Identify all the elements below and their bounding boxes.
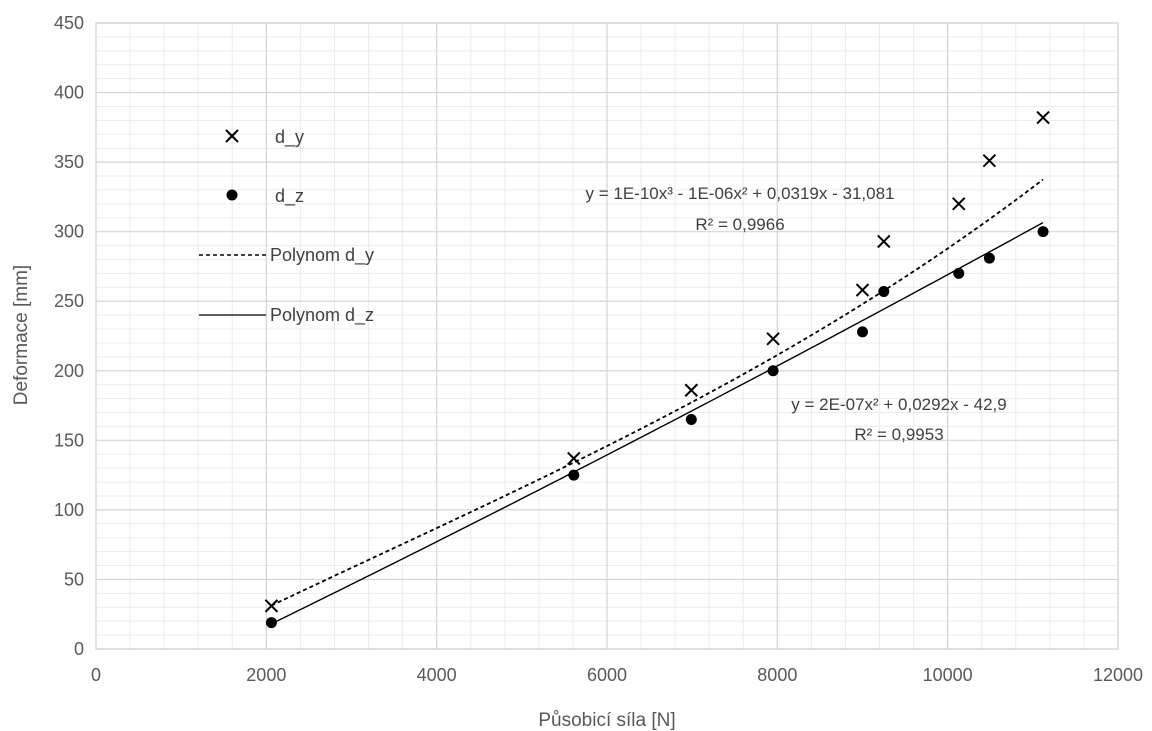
data-point-d-y (766, 332, 780, 346)
y-tick-label: 0 (74, 639, 84, 659)
y-tick-label: 250 (54, 291, 84, 311)
trendline-polynom-d-z (271, 221, 1044, 625)
plot-area (95, 22, 1119, 650)
data-point-d-y (264, 599, 279, 613)
data-point-d-z (953, 267, 965, 279)
data-point-d-y (877, 234, 891, 249)
y-tick-label: 150 (54, 430, 84, 450)
trendline-polynom-d-y (271, 178, 1044, 607)
y-tick-label: 450 (54, 13, 84, 33)
data-point-d-z (857, 326, 868, 338)
data-point-d-z (767, 365, 779, 377)
x-axis-ticks: 0 2000 4000 6000 8000 10000 12000 (91, 665, 1143, 685)
legend-marker-d-z (226, 189, 238, 201)
x-tick-label: 10000 (923, 665, 973, 685)
x-tick-label: 12000 (1093, 665, 1143, 685)
y-tick-label: 300 (54, 222, 84, 242)
x-tick-label: 4000 (417, 665, 457, 685)
trendline-r2-d-z: R² = 0,9953 (854, 425, 943, 444)
x-axis-title: Působicí síla [N] (538, 710, 675, 731)
y-tick-label: 400 (54, 83, 84, 103)
data-point-d-z (983, 252, 995, 264)
legend: d_y d_z Polynom d_y Polynom d_z (199, 127, 374, 326)
trendline-equation-d-y: y = 1E-10x³ - 1E-06x² + 0,0319x - 31,081 (585, 184, 894, 203)
data-point-d-z (568, 469, 580, 481)
legend-label-d-y: d_y (275, 127, 304, 148)
data-point-d-y (982, 154, 997, 168)
y-tick-label: 100 (54, 500, 84, 520)
legend-marker-d-y (225, 129, 239, 143)
trendline-r2-d-y: R² = 0,9966 (695, 215, 784, 234)
trendlines (271, 178, 1044, 625)
data-point-d-y (855, 283, 870, 297)
plot-border (95, 22, 1119, 650)
y-axis-ticks: 0 50 100 150 200 250 300 350 400 450 (54, 13, 84, 659)
legend-label-polynom-d-z: Polynom d_z (270, 305, 374, 326)
data-point-d-z (265, 617, 277, 629)
data-point-d-y (684, 383, 699, 397)
data-point-d-y (1036, 110, 1050, 125)
y-axis-title: Deformace [mm] (11, 265, 32, 405)
data-point-d-y (952, 197, 966, 211)
y-tick-label: 350 (54, 152, 84, 172)
y-tick-label: 200 (54, 361, 84, 381)
data-points (264, 110, 1050, 629)
data-point-d-y (567, 451, 581, 466)
legend-label-d-z: d_z (275, 186, 304, 207)
y-tick-label: 50 (64, 569, 84, 589)
x-tick-label: 6000 (587, 665, 627, 685)
data-point-d-z (685, 413, 697, 425)
data-point-d-z (878, 285, 890, 297)
data-point-d-z (1037, 226, 1049, 238)
x-tick-label: 2000 (246, 665, 286, 685)
trendline-equation-d-z: y = 2E-07x² + 0,0292x - 42,9 (791, 395, 1006, 414)
x-tick-label: 8000 (757, 665, 797, 685)
legend-label-polynom-d-y: Polynom d_y (270, 245, 374, 266)
x-tick-label: 0 (91, 665, 101, 685)
